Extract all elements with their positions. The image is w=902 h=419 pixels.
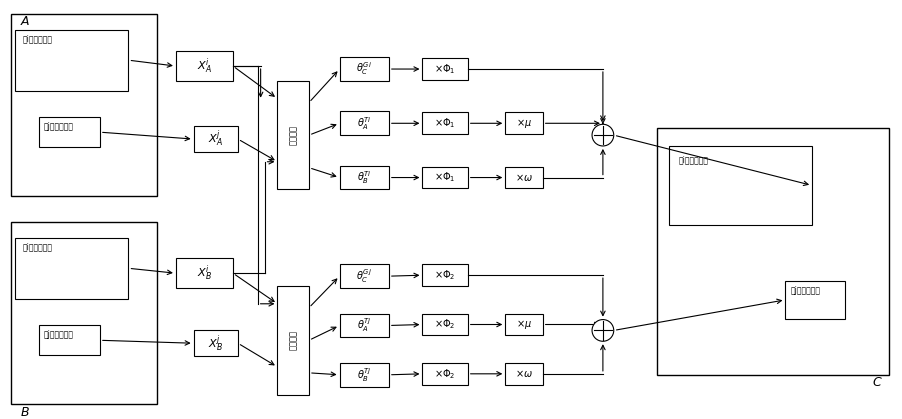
Bar — [339, 264, 389, 288]
Text: $\times\mu$: $\times\mu$ — [516, 318, 532, 331]
Text: $\times\mu$: $\times\mu$ — [516, 117, 532, 130]
Bar — [422, 264, 468, 286]
Text: 第j个矩阵子块: 第j个矩阵子块 — [790, 286, 820, 295]
Text: 第j个矩阵子块: 第j个矩阵子块 — [43, 331, 74, 339]
Text: $X_A^j$: $X_A^j$ — [208, 129, 223, 150]
Bar — [422, 363, 468, 385]
Bar — [194, 126, 238, 152]
Bar — [669, 146, 812, 225]
Text: $\theta_C^{Gi}$: $\theta_C^{Gi}$ — [356, 61, 373, 78]
Bar — [339, 111, 389, 135]
Bar — [422, 167, 468, 189]
Bar — [176, 259, 233, 288]
Text: $X_B^i$: $X_B^i$ — [197, 264, 212, 283]
Bar — [339, 363, 389, 387]
Text: $\times\Phi_2$: $\times\Phi_2$ — [435, 268, 456, 282]
Bar — [39, 117, 100, 147]
Text: $\theta_C^{Gj}$: $\theta_C^{Gj}$ — [356, 267, 373, 285]
Bar — [11, 222, 157, 404]
Bar — [505, 167, 543, 189]
Bar — [194, 331, 238, 356]
Bar — [15, 238, 128, 299]
Bar — [786, 281, 844, 318]
Text: 第i个矩阵子块: 第i个矩阵子块 — [23, 34, 53, 44]
Text: 第i个矩阵子块: 第i个矩阵子块 — [23, 243, 53, 252]
Text: $\times\omega$: $\times\omega$ — [515, 172, 533, 183]
Text: $\times\omega$: $\times\omega$ — [515, 368, 533, 379]
Text: 第i个矩阵子块: 第i个矩阵子块 — [679, 156, 709, 165]
Text: C: C — [872, 376, 881, 389]
Text: $\times\Phi_1$: $\times\Phi_1$ — [434, 116, 456, 130]
Text: A: A — [21, 15, 30, 28]
Text: $\times\Phi_1$: $\times\Phi_1$ — [434, 171, 456, 184]
Bar — [278, 286, 309, 395]
Text: 稀疏表示: 稀疏表示 — [289, 125, 298, 145]
Bar — [339, 314, 389, 337]
Bar — [505, 112, 543, 134]
Bar — [658, 128, 889, 375]
Bar — [176, 51, 233, 81]
Bar — [422, 314, 468, 335]
Text: $\times\Phi_2$: $\times\Phi_2$ — [435, 367, 456, 381]
Text: $\times\Phi_1$: $\times\Phi_1$ — [434, 62, 456, 76]
Text: $\theta_A^{Ti}$: $\theta_A^{Ti}$ — [357, 115, 372, 132]
Bar — [505, 363, 543, 385]
Bar — [422, 58, 468, 80]
Text: $\theta_A^{Tj}$: $\theta_A^{Tj}$ — [357, 317, 372, 334]
Circle shape — [592, 320, 613, 341]
Text: $X_B^j$: $X_B^j$ — [208, 333, 223, 354]
Circle shape — [592, 124, 613, 146]
Bar — [505, 314, 543, 335]
Text: $\theta_B^{Ti}$: $\theta_B^{Ti}$ — [357, 169, 372, 186]
Text: 稀疏表示: 稀疏表示 — [289, 330, 298, 350]
Bar — [39, 326, 100, 355]
Text: B: B — [21, 406, 30, 419]
Text: $\times\Phi_2$: $\times\Phi_2$ — [435, 318, 456, 331]
Bar — [15, 30, 128, 91]
Text: 第j个矩阵子块: 第j个矩阵子块 — [43, 122, 74, 131]
Bar — [278, 81, 309, 189]
Text: $X_A^i$: $X_A^i$ — [197, 56, 212, 76]
Bar — [422, 112, 468, 134]
Bar — [11, 14, 157, 196]
Bar — [339, 166, 389, 189]
Bar — [339, 57, 389, 81]
Text: $\theta_B^{Tj}$: $\theta_B^{Tj}$ — [357, 366, 372, 384]
